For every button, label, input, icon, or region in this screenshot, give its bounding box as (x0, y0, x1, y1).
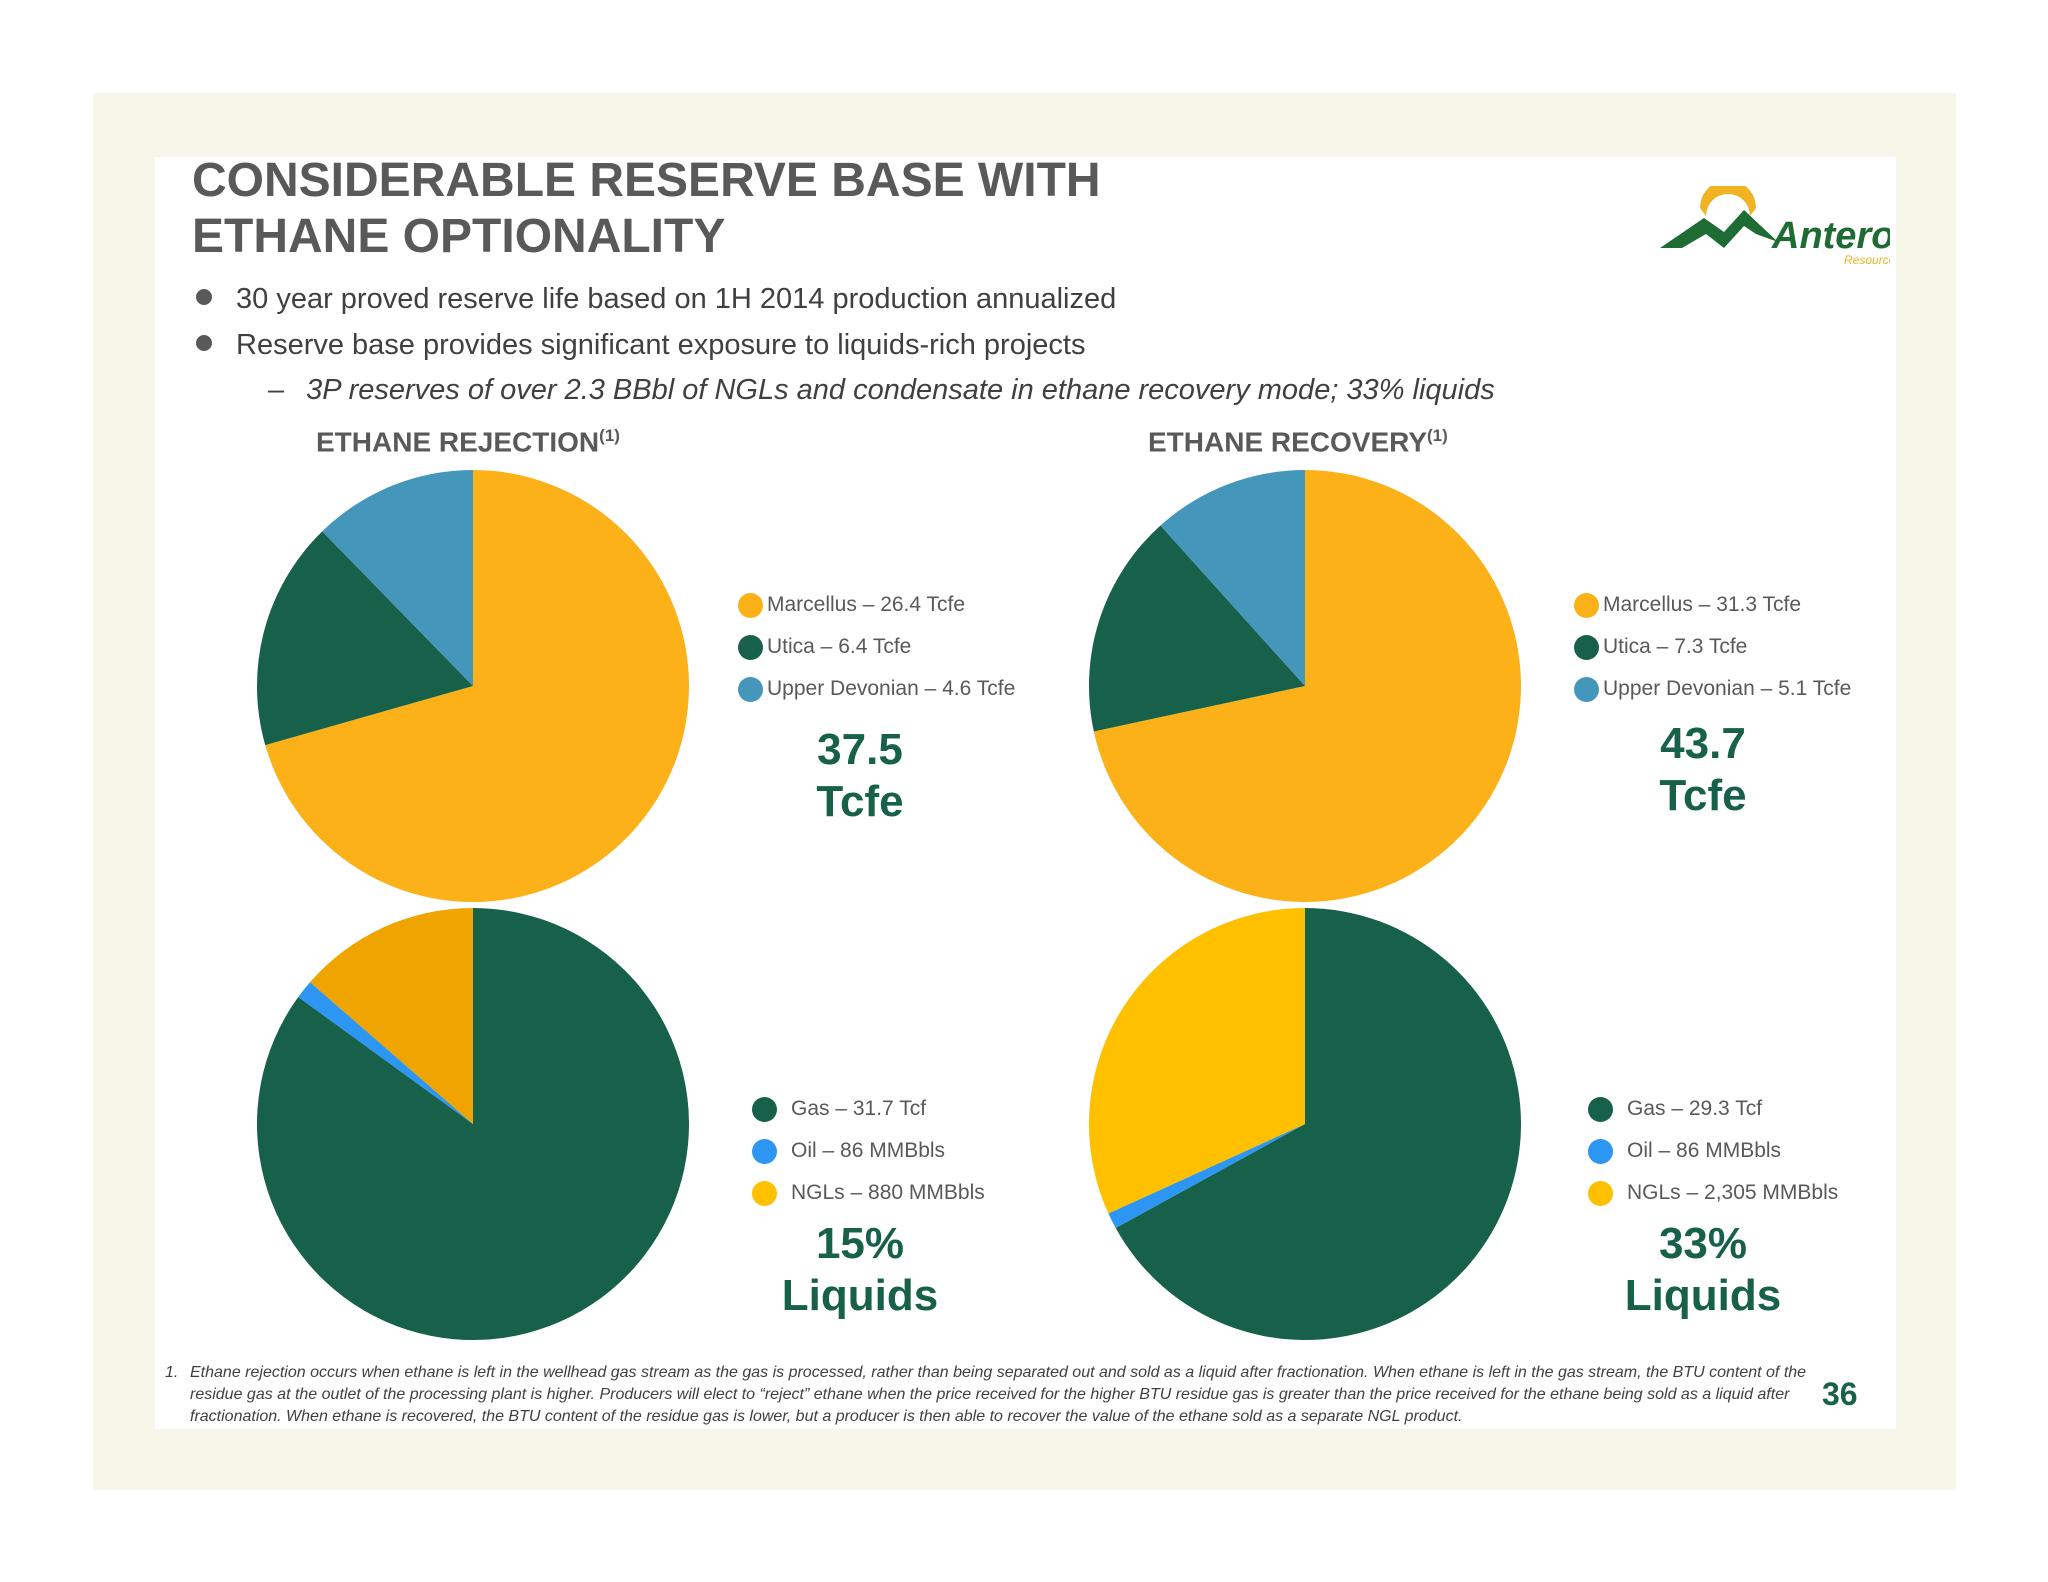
legend-rejection-product: Gas – 31.7 Tcf Oil – 86 MMBbls NGLs – 880 … (752, 1088, 985, 1214)
pie-recovery-region (1089, 470, 1521, 902)
total-unit: Liquids (1624, 1271, 1782, 1320)
legend-swatch (1574, 676, 1599, 702)
bullet-1-text: 30 year proved reserve life based on 1H … (236, 283, 1117, 315)
pie-slice-oil (298, 982, 473, 1124)
section-rejection-label: ETHANE REJECTION (316, 426, 600, 458)
pie-slice-gas (256, 908, 689, 1340)
logo-subtext: Resources (1844, 253, 1890, 267)
total-value: 43.7 (1660, 719, 1746, 768)
pie-slice-ngls (1089, 908, 1305, 1214)
footnote-text: Ethane rejection occurs when ethane is l… (190, 1364, 1807, 1425)
legend-item-upper-devonian: Upper Devonian – 5.1 Tcfe (1574, 668, 1851, 710)
total-rejection-product: 15% Liquids (730, 1218, 990, 1322)
legend-label: NGLs – 880 MMBbls (791, 1181, 985, 1204)
pie-recovery-product (1089, 908, 1521, 1340)
sub-bullet-text: 3P reserves of over 2.3 BBbl of NGLs and… (306, 374, 1495, 406)
legend-swatch (1588, 1138, 1613, 1164)
section-ethane-rejection: ETHANE REJECTION(1) (316, 426, 620, 458)
legend-swatch (738, 592, 763, 618)
legend-label: NGLs – 2,305 MMBbls (1627, 1181, 1839, 1204)
bullet-dot (196, 335, 212, 352)
legend-label: Utica – 6.4 Tcfe (767, 635, 912, 658)
section-recovery-label: ETHANE RECOVERY (1148, 426, 1428, 458)
legend-item-oil: Oil – 86 MMBbls (1588, 1130, 1838, 1172)
legend-rejection-region: Marcellus – 26.4 Tcfe Utica – 6.4 Tcfe Upp… (738, 584, 1015, 710)
pie-rejection-product (256, 908, 689, 1340)
total-recovery-product: 33% Liquids (1573, 1218, 1833, 1322)
bullet-1: 30 year proved reserve life based on 1H … (196, 283, 1116, 316)
total-rejection-region: 37.5 Tcfe (730, 724, 990, 828)
title-line-1: CONSIDERABLE RESERVE BASE WITH (192, 154, 1101, 207)
legend-recovery-region: Marcellus – 31.3 Tcfe Utica – 7.3 Tcfe Upp… (1574, 584, 1851, 710)
legend-label: Upper Devonian – 5.1 Tcfe (1603, 677, 1852, 700)
total-value: 33% (1658, 1219, 1748, 1268)
legend-item-marcellus: Marcellus – 31.3 Tcfe (1574, 584, 1851, 626)
legend-item-ngls: NGLs – 2,305 MMBbls (1588, 1172, 1838, 1214)
legend-label: Upper Devonian – 4.6 Tcfe (767, 677, 1016, 700)
title-line-2: ETHANE OPTIONALITY (192, 210, 726, 263)
pie-slice-utica (257, 531, 473, 746)
legend-item-upper-devonian: Upper Devonian – 4.6 Tcfe (738, 668, 1015, 710)
total-unit: Tcfe (1659, 771, 1747, 820)
legend-swatch (752, 1096, 777, 1122)
legend-label: Oil – 86 MMBbls (1627, 1139, 1782, 1162)
pie-rejection-region (257, 470, 689, 902)
pie-slice-upper-devonian (322, 470, 473, 686)
legend-label: Marcellus – 31.3 Tcfe (1603, 593, 1802, 616)
footnote-number: 1. (165, 1364, 179, 1381)
pie-slice-utica (1089, 525, 1305, 732)
antero-logo: Antero Resources (1660, 186, 1890, 267)
pie-slice-ngls (310, 908, 473, 1124)
legend-label: Gas – 31.7 Tcf (791, 1097, 927, 1120)
legend-swatch (1574, 592, 1599, 618)
pie-slice-oil (1108, 1124, 1305, 1229)
pie-slice-marcellus (1093, 470, 1521, 902)
legend-item-utica: Utica – 6.4 Tcfe (738, 626, 1015, 668)
pie-slice-marcellus (265, 470, 689, 902)
legend-swatch (738, 676, 763, 702)
footnote: 1. Ethane rejection occurs when ethane i… (165, 1362, 1815, 1428)
total-unit: Liquids (781, 1271, 939, 1320)
page-number: 36 (1822, 1376, 1858, 1412)
legend-recovery-product: Gas – 29.3 Tcf Oil – 86 MMBbls NGLs – 2,30… (1588, 1088, 1838, 1214)
total-recovery-region: 43.7 Tcfe (1573, 718, 1833, 822)
pie-slice-upper-devonian (1160, 470, 1305, 686)
logo-sun (1700, 186, 1756, 216)
legend-label: Oil – 86 MMBbls (791, 1139, 946, 1162)
total-value: 37.5 (817, 725, 903, 774)
bullet-2: Reserve base provides significant exposu… (196, 329, 1085, 362)
legend-item-oil: Oil – 86 MMBbls (752, 1130, 985, 1172)
pie-slice-gas (1115, 908, 1521, 1340)
bullet-dot (196, 289, 212, 306)
logo-wordmark: Antero (1771, 215, 1890, 257)
sub-bullet-dash: – (268, 374, 285, 406)
legend-label: Marcellus – 26.4 Tcfe (767, 593, 966, 616)
total-unit: Tcfe (816, 777, 904, 826)
sub-bullet: –3P reserves of over 2.3 BBbl of NGLs an… (268, 374, 1495, 407)
legend-item-marcellus: Marcellus – 26.4 Tcfe (738, 584, 1015, 626)
section-rejection-sup: (1) (599, 426, 620, 445)
legend-swatch (1588, 1096, 1613, 1122)
legend-swatch (738, 634, 763, 660)
legend-swatch (752, 1138, 777, 1164)
slide-title: CONSIDERABLE RESERVE BASE WITH ETHANE OP… (192, 153, 1101, 265)
legend-swatch (1574, 634, 1599, 660)
legend-item-utica: Utica – 7.3 Tcfe (1574, 626, 1851, 668)
section-ethane-recovery: ETHANE RECOVERY(1) (1148, 426, 1448, 458)
total-value: 15% (815, 1219, 905, 1268)
legend-swatch (1588, 1180, 1613, 1206)
legend-label: Utica – 7.3 Tcfe (1603, 635, 1748, 658)
legend-item-ngls: NGLs – 880 MMBbls (752, 1172, 985, 1214)
legend-item-gas: Gas – 31.7 Tcf (752, 1088, 985, 1130)
section-recovery-sup: (1) (1427, 426, 1448, 445)
legend-item-gas: Gas – 29.3 Tcf (1588, 1088, 1838, 1130)
legend-swatch (752, 1180, 777, 1206)
logo-mountains (1660, 210, 1778, 248)
bullet-2-text: Reserve base provides significant exposu… (236, 329, 1086, 361)
legend-label: Gas – 29.3 Tcf (1627, 1097, 1763, 1120)
